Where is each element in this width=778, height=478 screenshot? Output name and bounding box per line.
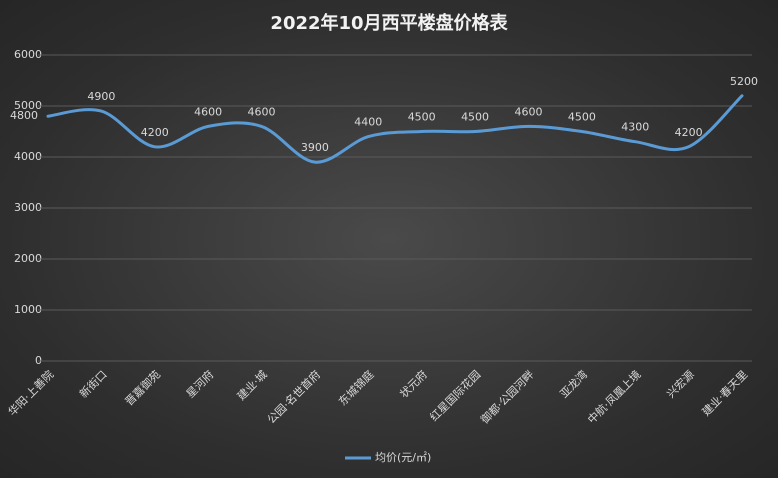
data-label: 4500 — [408, 111, 436, 124]
data-label: 4900 — [87, 90, 115, 103]
data-line — [46, 94, 744, 164]
y-tick-label: 4000 — [14, 150, 42, 163]
x-tick-label: 亚龙湾 — [557, 367, 590, 400]
data-label: 5200 — [730, 75, 758, 88]
y-tick-label: 6000 — [14, 48, 42, 61]
x-tick-label: 公园·名世首府 — [264, 367, 323, 426]
x-tick-label: 星河府 — [183, 367, 216, 400]
x-tick-label: 新街口 — [76, 367, 109, 400]
x-tick-label: 建业·城 — [234, 367, 270, 403]
x-tick-label: 东城锦庭 — [336, 367, 377, 408]
data-label: 3900 — [301, 141, 329, 154]
x-tick-label: 御都·公园河畔 — [478, 367, 537, 426]
data-label: 4200 — [675, 126, 703, 139]
y-tick-label: 1000 — [14, 303, 42, 316]
y-tick-label: 5000 — [14, 99, 42, 112]
data-label: 4600 — [514, 105, 542, 118]
x-tick-label: 建业·春天里 — [699, 367, 750, 418]
y-tick-label: 3000 — [14, 201, 42, 214]
x-tick-label: 红星国际花园 — [427, 368, 483, 424]
y-tick-label: 2000 — [14, 252, 42, 265]
data-label: 4500 — [461, 111, 489, 124]
data-label: 4200 — [141, 126, 169, 139]
data-label: 4400 — [354, 116, 382, 129]
x-tick-label: 兴宏源 — [664, 367, 697, 400]
data-label: 4300 — [621, 121, 649, 134]
x-tick-label: 状元府 — [397, 367, 430, 400]
data-label: 4500 — [568, 111, 596, 124]
data-label: 4600 — [248, 105, 276, 118]
data-label: 4800 — [10, 109, 38, 122]
x-tick-label: 华阳·上善院 — [5, 367, 56, 418]
data-label: 4600 — [194, 105, 222, 118]
x-tick-label: 晋嘉御苑 — [122, 367, 163, 408]
x-tick-label: 中航·凤凰上境 — [584, 367, 643, 426]
chart-title: 2022年10月西平楼盘价格表 — [270, 12, 508, 34]
legend-label: 均价(元/㎡) — [375, 451, 431, 464]
